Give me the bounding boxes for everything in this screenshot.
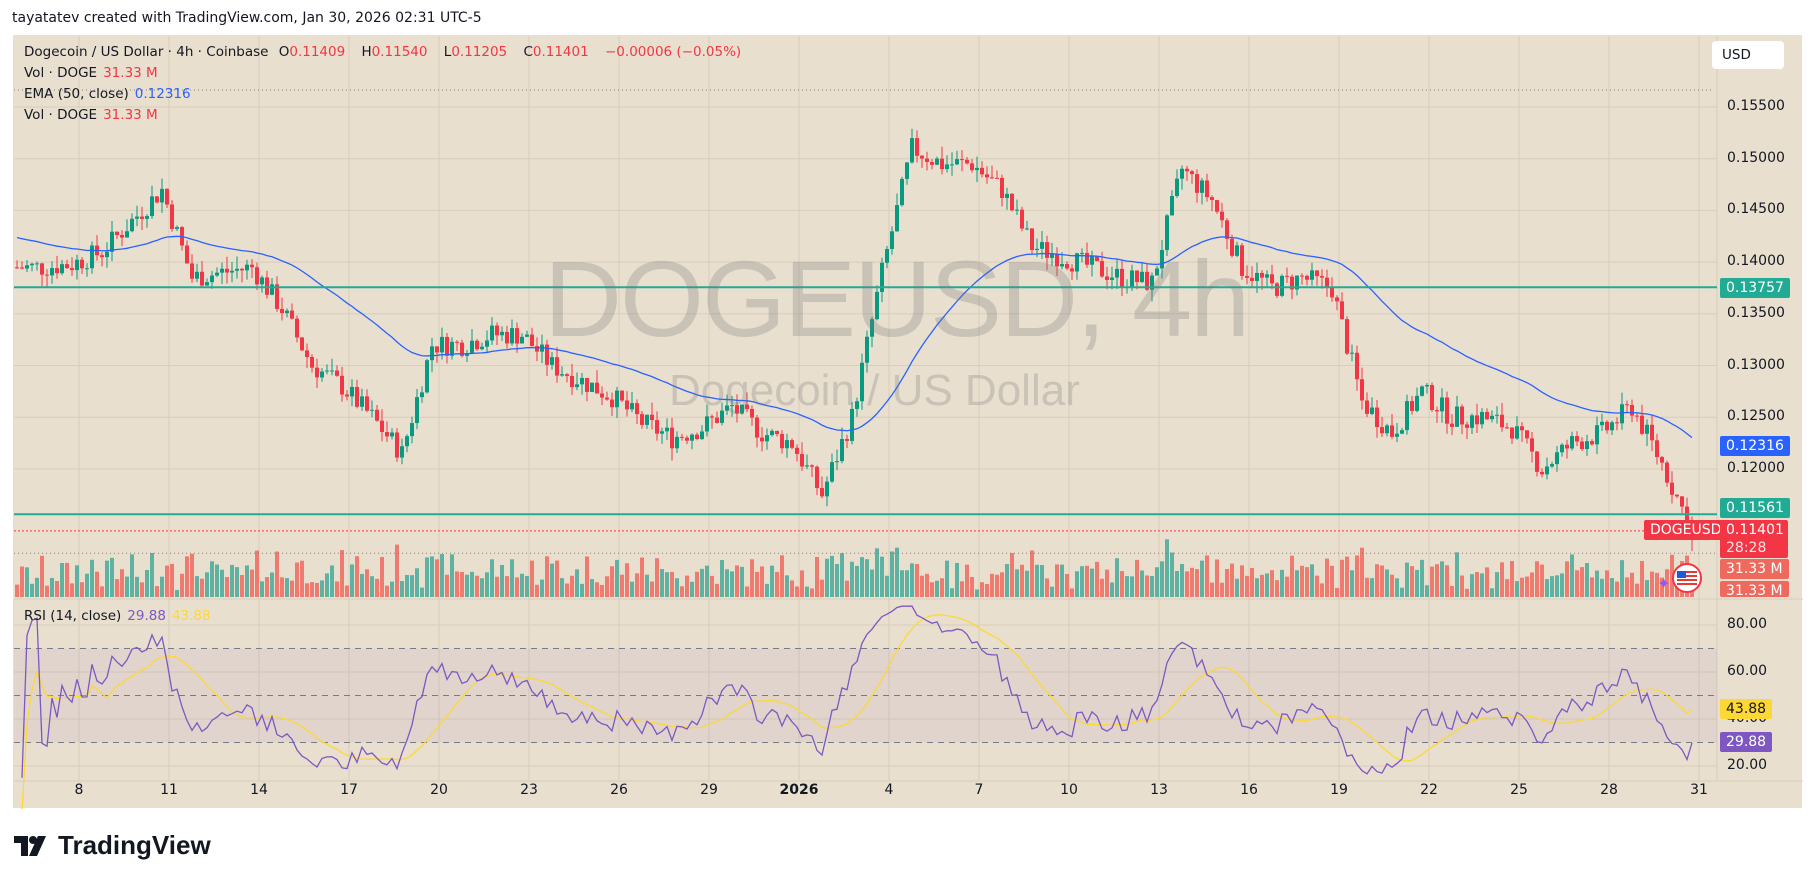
legend-low: 0.11205 — [451, 44, 508, 60]
time-axis-label: 23 — [520, 782, 538, 798]
tradingview-brand: TradingView — [58, 830, 211, 860]
time-axis-label: 29 — [700, 782, 718, 798]
legend-ema-value: 0.12316 — [134, 86, 191, 102]
price-axis-label: 0.14000 — [1727, 253, 1785, 270]
currency-button[interactable]: USD — [1712, 41, 1784, 69]
time-axis-label: 11 — [160, 782, 178, 798]
hline-lower-price-tag: 0.11561 — [1720, 498, 1790, 518]
volume-tag: 31.33 M — [1720, 559, 1789, 579]
legend-close: 0.11401 — [532, 44, 589, 60]
price-axis-label: 0.15500 — [1727, 98, 1785, 114]
legend-symbol[interactable]: Dogecoin / US Dollar · 4h · Coinbase — [24, 44, 269, 60]
time-axis-label: 4 — [884, 782, 894, 798]
price-axis-label: 0.12000 — [1727, 459, 1785, 476]
time-axis-label: 28 — [1600, 782, 1618, 798]
sparkle-icon[interactable]: ✦ — [1657, 574, 1671, 593]
rsi-axis-label: 60.00 — [1727, 663, 1768, 679]
time-axis-label: 20 — [430, 782, 448, 798]
volume-tag-2: 31.33 M — [1720, 581, 1789, 597]
tradingview-logo-icon — [14, 835, 46, 856]
legend-ema-row[interactable]: EMA (50, close) 0.12316 — [24, 86, 191, 102]
time-axis-label: 22 — [1420, 782, 1438, 798]
time-axis-label: 14 — [250, 782, 268, 798]
price-axis-label: 0.12500 — [1727, 408, 1785, 425]
legend-rsi-row[interactable]: RSI (14, close) 29.88 43.88 — [24, 608, 211, 624]
price-axis-label: 0.13000 — [1727, 356, 1785, 373]
price-axis-label: 0.15000 — [1727, 149, 1785, 166]
rsi-tag: 29.88 — [1720, 732, 1773, 752]
ema-price-tag: 0.12316 — [1720, 436, 1790, 456]
legend-symbol-row[interactable]: Dogecoin / US Dollar · 4h · Coinbase O0.… — [24, 44, 742, 60]
symbol-tag: DOGEUSD — [1644, 520, 1728, 540]
legend-rsi-value: 29.88 — [127, 608, 166, 624]
time-axis-label: 26 — [610, 782, 628, 798]
watermark-name: Dogecoin / US Dollar — [669, 366, 1080, 415]
price-axis-label: 0.14500 — [1727, 201, 1785, 218]
time-axis-label: 13 — [1150, 782, 1168, 798]
rsi-ma-tag: 43.88 — [1720, 699, 1773, 719]
rsi-axis-label: 80.00 — [1727, 616, 1768, 632]
price-axis-label: 0.13500 — [1727, 304, 1785, 321]
rsi-axis-label: 20.00 — [1727, 757, 1768, 773]
time-axis-label: 10 — [1060, 782, 1078, 798]
last-price-tag: 0.11401 28:28 — [1720, 520, 1788, 558]
time-axis-label: 19 — [1330, 782, 1348, 798]
hline-upper-price-tag: 0.13757 — [1720, 278, 1790, 298]
chart-credit: tayatatev created with TradingView.com, … — [12, 10, 482, 26]
legend-volume-row[interactable]: Vol · DOGE 31.33 M — [24, 65, 158, 81]
legend-change: −0.00006 (−0.05%) — [605, 44, 742, 60]
legend-volume2-row[interactable]: Vol · DOGE 31.33 M — [24, 107, 158, 123]
legend-high: 0.11540 — [371, 44, 428, 60]
legend-volume2-value: 31.33 M — [103, 107, 158, 123]
time-axis-label: 7 — [974, 782, 984, 798]
us-flag-event-icon[interactable] — [1672, 563, 1702, 593]
chart-panel[interactable]: DOGEUSD, 4h Dogecoin / US Dollar Dogecoi… — [13, 35, 1803, 809]
price-chart-canvas[interactable] — [14, 36, 1803, 809]
watermark-symbol: DOGEUSD, 4h — [544, 238, 1250, 359]
tradingview-logo: TradingView — [14, 830, 211, 861]
legend-rsi-ma-value: 43.88 — [171, 608, 211, 624]
time-axis-label: 17 — [340, 782, 358, 798]
time-axis-label: 31 — [1690, 782, 1708, 798]
time-axis-label: 8 — [74, 782, 84, 798]
bar-countdown: 28:28 — [1726, 540, 1767, 556]
time-axis-label: 16 — [1240, 782, 1258, 798]
time-axis-label: 25 — [1510, 782, 1528, 798]
legend-volume-value: 31.33 M — [103, 65, 158, 81]
legend-open: 0.11409 — [289, 44, 346, 60]
time-axis-label: 2026 — [779, 782, 819, 798]
